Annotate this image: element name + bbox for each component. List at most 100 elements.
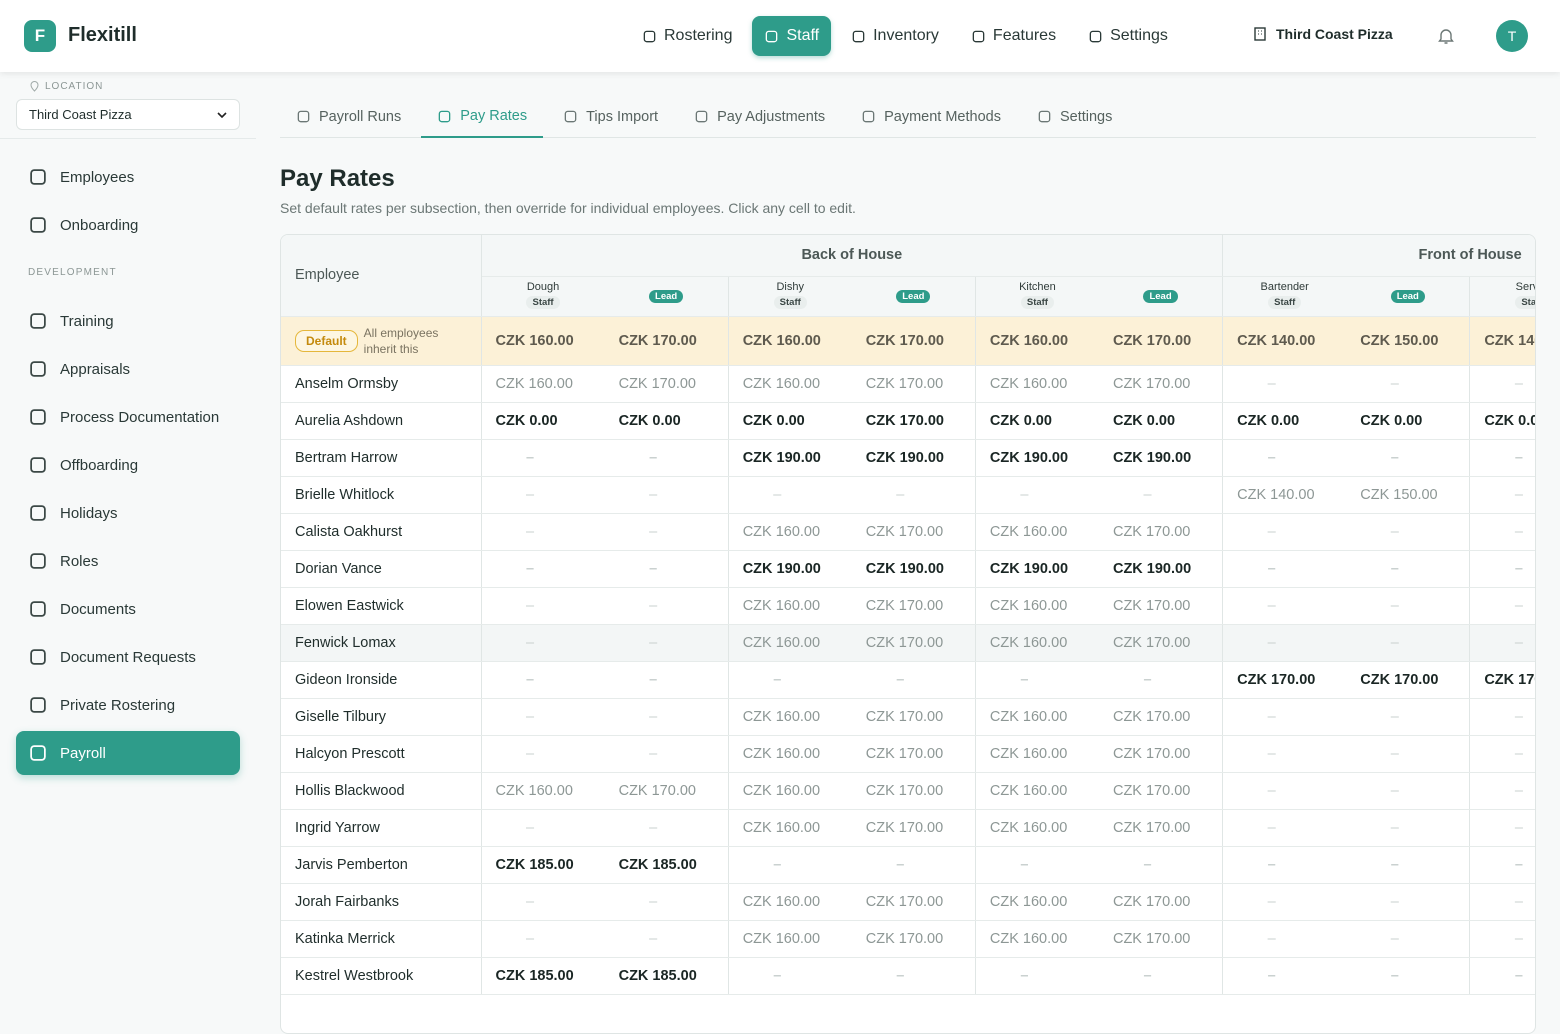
employee-row[interactable]: Bertram Harrow – – CZK 190.00 CZK 190.00 CZK …	[281, 439, 1535, 477]
rate-cell[interactable]: CZK 190.00	[974, 439, 1099, 477]
rate-cell[interactable]: –	[1222, 883, 1347, 921]
rate-cell[interactable]: CZK 170.00	[1098, 809, 1223, 847]
rate-cell[interactable]: –	[1222, 809, 1347, 847]
rate-cell[interactable]: –	[1346, 624, 1470, 662]
rate-cell[interactable]: CZK 170.00	[1098, 698, 1223, 736]
rate-cell[interactable]: –	[1346, 920, 1470, 958]
rate-cell[interactable]: –	[1346, 365, 1470, 403]
rate-cell[interactable]: –	[1098, 476, 1223, 514]
sidebar-item[interactable]: Roles	[16, 539, 240, 583]
rate-cell[interactable]: CZK 170.00	[1469, 661, 1535, 699]
rate-cell[interactable]: –	[1346, 550, 1470, 588]
nav-item[interactable]: Inventory	[839, 16, 951, 56]
rate-cell[interactable]: –	[727, 846, 852, 884]
employee-row[interactable]: Calista Oakhurst – – CZK 160.00 CZK 170.00 CZ…	[281, 513, 1535, 551]
rate-cell[interactable]: –	[480, 624, 605, 662]
tab[interactable]: Tips Import	[547, 96, 674, 137]
rate-cell[interactable]: –	[1469, 883, 1535, 921]
rate-cell[interactable]: CZK 160.00	[727, 365, 852, 403]
rate-cell[interactable]: CZK 170.00	[1098, 920, 1223, 958]
rate-cell[interactable]: CZK 170.00	[851, 587, 976, 625]
sidebar-item[interactable]: Payroll	[16, 731, 240, 775]
rate-cell[interactable]: CZK 170.00	[1098, 316, 1223, 366]
sidebar-item[interactable]: Training	[16, 299, 240, 343]
rate-cell[interactable]: CZK 160.00	[974, 365, 1099, 403]
rate-cell[interactable]: –	[604, 735, 729, 773]
rate-cell[interactable]: CZK 0.00	[1098, 402, 1223, 440]
rate-cell[interactable]: CZK 170.00	[1098, 587, 1223, 625]
rate-cell[interactable]: CZK 160.00	[974, 587, 1099, 625]
rate-cell[interactable]: –	[974, 846, 1099, 884]
rate-cell[interactable]: –	[1222, 698, 1347, 736]
employee-row[interactable]: Anselm Ormsby CZK 160.00 CZK 170.00 CZK 160…	[281, 365, 1535, 403]
rate-cell[interactable]: –	[1469, 920, 1535, 958]
sidebar-item[interactable]: Document Requests	[16, 635, 240, 679]
rate-cell[interactable]: –	[1222, 846, 1347, 884]
location-select[interactable]: Third Coast Pizza	[16, 99, 240, 130]
rate-cell[interactable]: –	[1469, 476, 1535, 514]
tab[interactable]: Pay Adjustments	[678, 96, 841, 137]
rate-cell[interactable]: –	[604, 439, 729, 477]
rate-cell[interactable]: CZK 160.00	[480, 365, 605, 403]
rate-cell[interactable]: CZK 170.00	[851, 365, 976, 403]
rate-cell[interactable]: –	[1098, 846, 1223, 884]
rate-cell[interactable]: –	[1222, 439, 1347, 477]
rate-cell[interactable]: –	[1346, 587, 1470, 625]
nav-item[interactable]: Staff	[752, 16, 832, 56]
rate-cell[interactable]: –	[1469, 439, 1535, 477]
rate-cell[interactable]: –	[604, 550, 729, 588]
rate-cell[interactable]: CZK 150.00	[1346, 316, 1470, 366]
employee-row[interactable]: Dorian Vance – – CZK 190.00 CZK 190.00 CZK 19…	[281, 550, 1535, 588]
rate-cell[interactable]: CZK 160.00	[974, 698, 1099, 736]
rate-cell[interactable]: –	[604, 624, 729, 662]
rate-cell[interactable]: CZK 140.00	[1222, 476, 1347, 514]
tab[interactable]: Payment Methods	[845, 96, 1017, 137]
employee-row[interactable]: Kestrel Westbrook CZK 185.00 CZK 185.00– – –…	[281, 957, 1535, 995]
rate-cell[interactable]: CZK 170.00	[851, 698, 976, 736]
logo[interactable]: F	[24, 20, 56, 52]
rate-cell[interactable]: –	[1346, 439, 1470, 477]
rate-cell[interactable]: CZK 160.00	[974, 920, 1099, 958]
rate-cell[interactable]: CZK 0.00	[1222, 402, 1347, 440]
rate-cell[interactable]: –	[604, 809, 729, 847]
nav-item[interactable]: Rostering	[630, 16, 744, 56]
rate-cell[interactable]: –	[974, 476, 1099, 514]
rate-cell[interactable]: CZK 160.00	[974, 809, 1099, 847]
rate-cell[interactable]: –	[974, 957, 1099, 995]
rate-cell[interactable]: –	[1469, 513, 1535, 551]
rate-cell[interactable]: –	[1346, 735, 1470, 773]
rate-cell[interactable]: CZK 160.00	[727, 698, 852, 736]
rate-cell[interactable]: –	[480, 735, 605, 773]
rate-cell[interactable]: –	[851, 476, 976, 514]
employee-row[interactable]: Jorah Fairbanks – – CZK 160.00 CZK 170.00 CZK…	[281, 883, 1535, 921]
rate-cell[interactable]: CZK 190.00	[851, 550, 976, 588]
rate-cell[interactable]: CZK 170.00	[851, 772, 976, 810]
rate-cell[interactable]: CZK 140.00	[1222, 316, 1347, 366]
rate-cell[interactable]: –	[604, 661, 729, 699]
rate-cell[interactable]: CZK 190.00	[851, 439, 976, 477]
rate-cell[interactable]: –	[1346, 957, 1470, 995]
tab[interactable]: Settings	[1021, 96, 1128, 137]
rate-cell[interactable]: CZK 0.00	[727, 402, 852, 440]
rate-cell[interactable]: –	[1222, 550, 1347, 588]
rate-cell[interactable]: –	[1222, 772, 1347, 810]
employee-row[interactable]: Fenwick Lomax – – CZK 160.00 CZK 170.00 CZK 1…	[281, 624, 1535, 662]
rate-cell[interactable]: CZK 0.00	[604, 402, 729, 440]
sidebar-item[interactable]: Holidays	[16, 491, 240, 535]
rate-cell[interactable]: CZK 170.00	[851, 809, 976, 847]
rate-cell[interactable]: CZK 170.00	[604, 772, 729, 810]
rate-cell[interactable]: –	[1222, 957, 1347, 995]
rate-cell[interactable]: –	[851, 846, 976, 884]
rate-cell[interactable]: –	[1469, 809, 1535, 847]
sidebar-item[interactable]: Private Rostering	[16, 683, 240, 727]
sidebar-item[interactable]: Appraisals	[16, 347, 240, 391]
employee-row[interactable]: Ingrid Yarrow – – CZK 160.00 CZK 170.00 CZK 1…	[281, 809, 1535, 847]
rate-cell[interactable]: –	[1222, 920, 1347, 958]
rate-cell[interactable]: CZK 170.00	[1098, 735, 1223, 773]
rate-cell[interactable]: –	[480, 809, 605, 847]
rate-cell[interactable]: CZK 160.00	[974, 772, 1099, 810]
employee-row[interactable]: Giselle Tilbury – – CZK 160.00 CZK 170.00 CZK…	[281, 698, 1535, 736]
rate-cell[interactable]: CZK 185.00	[480, 846, 605, 884]
rate-cell[interactable]: CZK 0.00	[1346, 402, 1470, 440]
sidebar-item[interactable]: Onboarding	[16, 203, 240, 247]
